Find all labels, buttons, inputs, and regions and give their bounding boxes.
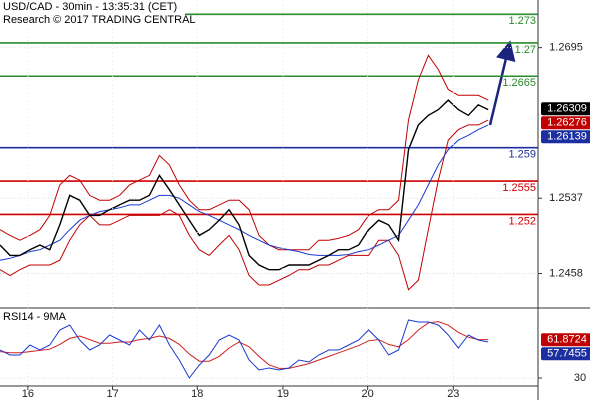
y-tick-label: 1.2695 bbox=[549, 42, 583, 54]
x-tick-label: 16 bbox=[22, 388, 34, 400]
price-tag-label: 1.26276 bbox=[547, 117, 587, 129]
price-tag-label: 57.7455 bbox=[547, 348, 587, 360]
price-tag bbox=[541, 116, 590, 130]
price-tag bbox=[541, 347, 590, 361]
y-tick-label: 30 bbox=[574, 372, 586, 384]
price-tag-label: 1.26139 bbox=[547, 131, 587, 143]
x-tick-label: 17 bbox=[106, 388, 118, 400]
price-tag-label: 61.8724 bbox=[547, 334, 587, 346]
series-line bbox=[0, 321, 489, 369]
y-tick-label: 1.2458 bbox=[549, 267, 583, 279]
x-tick-label: 18 bbox=[191, 388, 203, 400]
price-tag bbox=[541, 102, 590, 116]
level-label: 1.259 bbox=[508, 149, 536, 161]
x-tick-label: 20 bbox=[362, 388, 374, 400]
series-line bbox=[0, 319, 489, 379]
level-label: 1.273 bbox=[508, 15, 536, 27]
level-label: 1.2665 bbox=[502, 77, 536, 89]
series-line bbox=[0, 99, 489, 271]
rsi-title: RSI14 - 9MA bbox=[3, 311, 67, 323]
price-tag bbox=[541, 130, 590, 144]
price-tag-label: 1.26309 bbox=[547, 103, 587, 115]
level-label: 1.27 bbox=[515, 44, 536, 56]
forecast-arrow bbox=[488, 40, 516, 126]
x-tick-label: 19 bbox=[277, 388, 289, 400]
price-tag bbox=[541, 333, 590, 347]
series-line bbox=[0, 124, 489, 261]
chart-subtitle: Research © 2017 TRADING CENTRAL bbox=[3, 14, 196, 26]
level-label: 1.2555 bbox=[502, 182, 536, 194]
level-label: 1.252 bbox=[508, 215, 536, 227]
chart-title: USD/CAD - 30min - 13:35:31 (CET) bbox=[3, 1, 177, 13]
series-line bbox=[0, 119, 489, 291]
series-line bbox=[0, 54, 489, 251]
y-tick-label: 1.2537 bbox=[549, 192, 583, 204]
x-tick-label: 23 bbox=[447, 388, 459, 400]
